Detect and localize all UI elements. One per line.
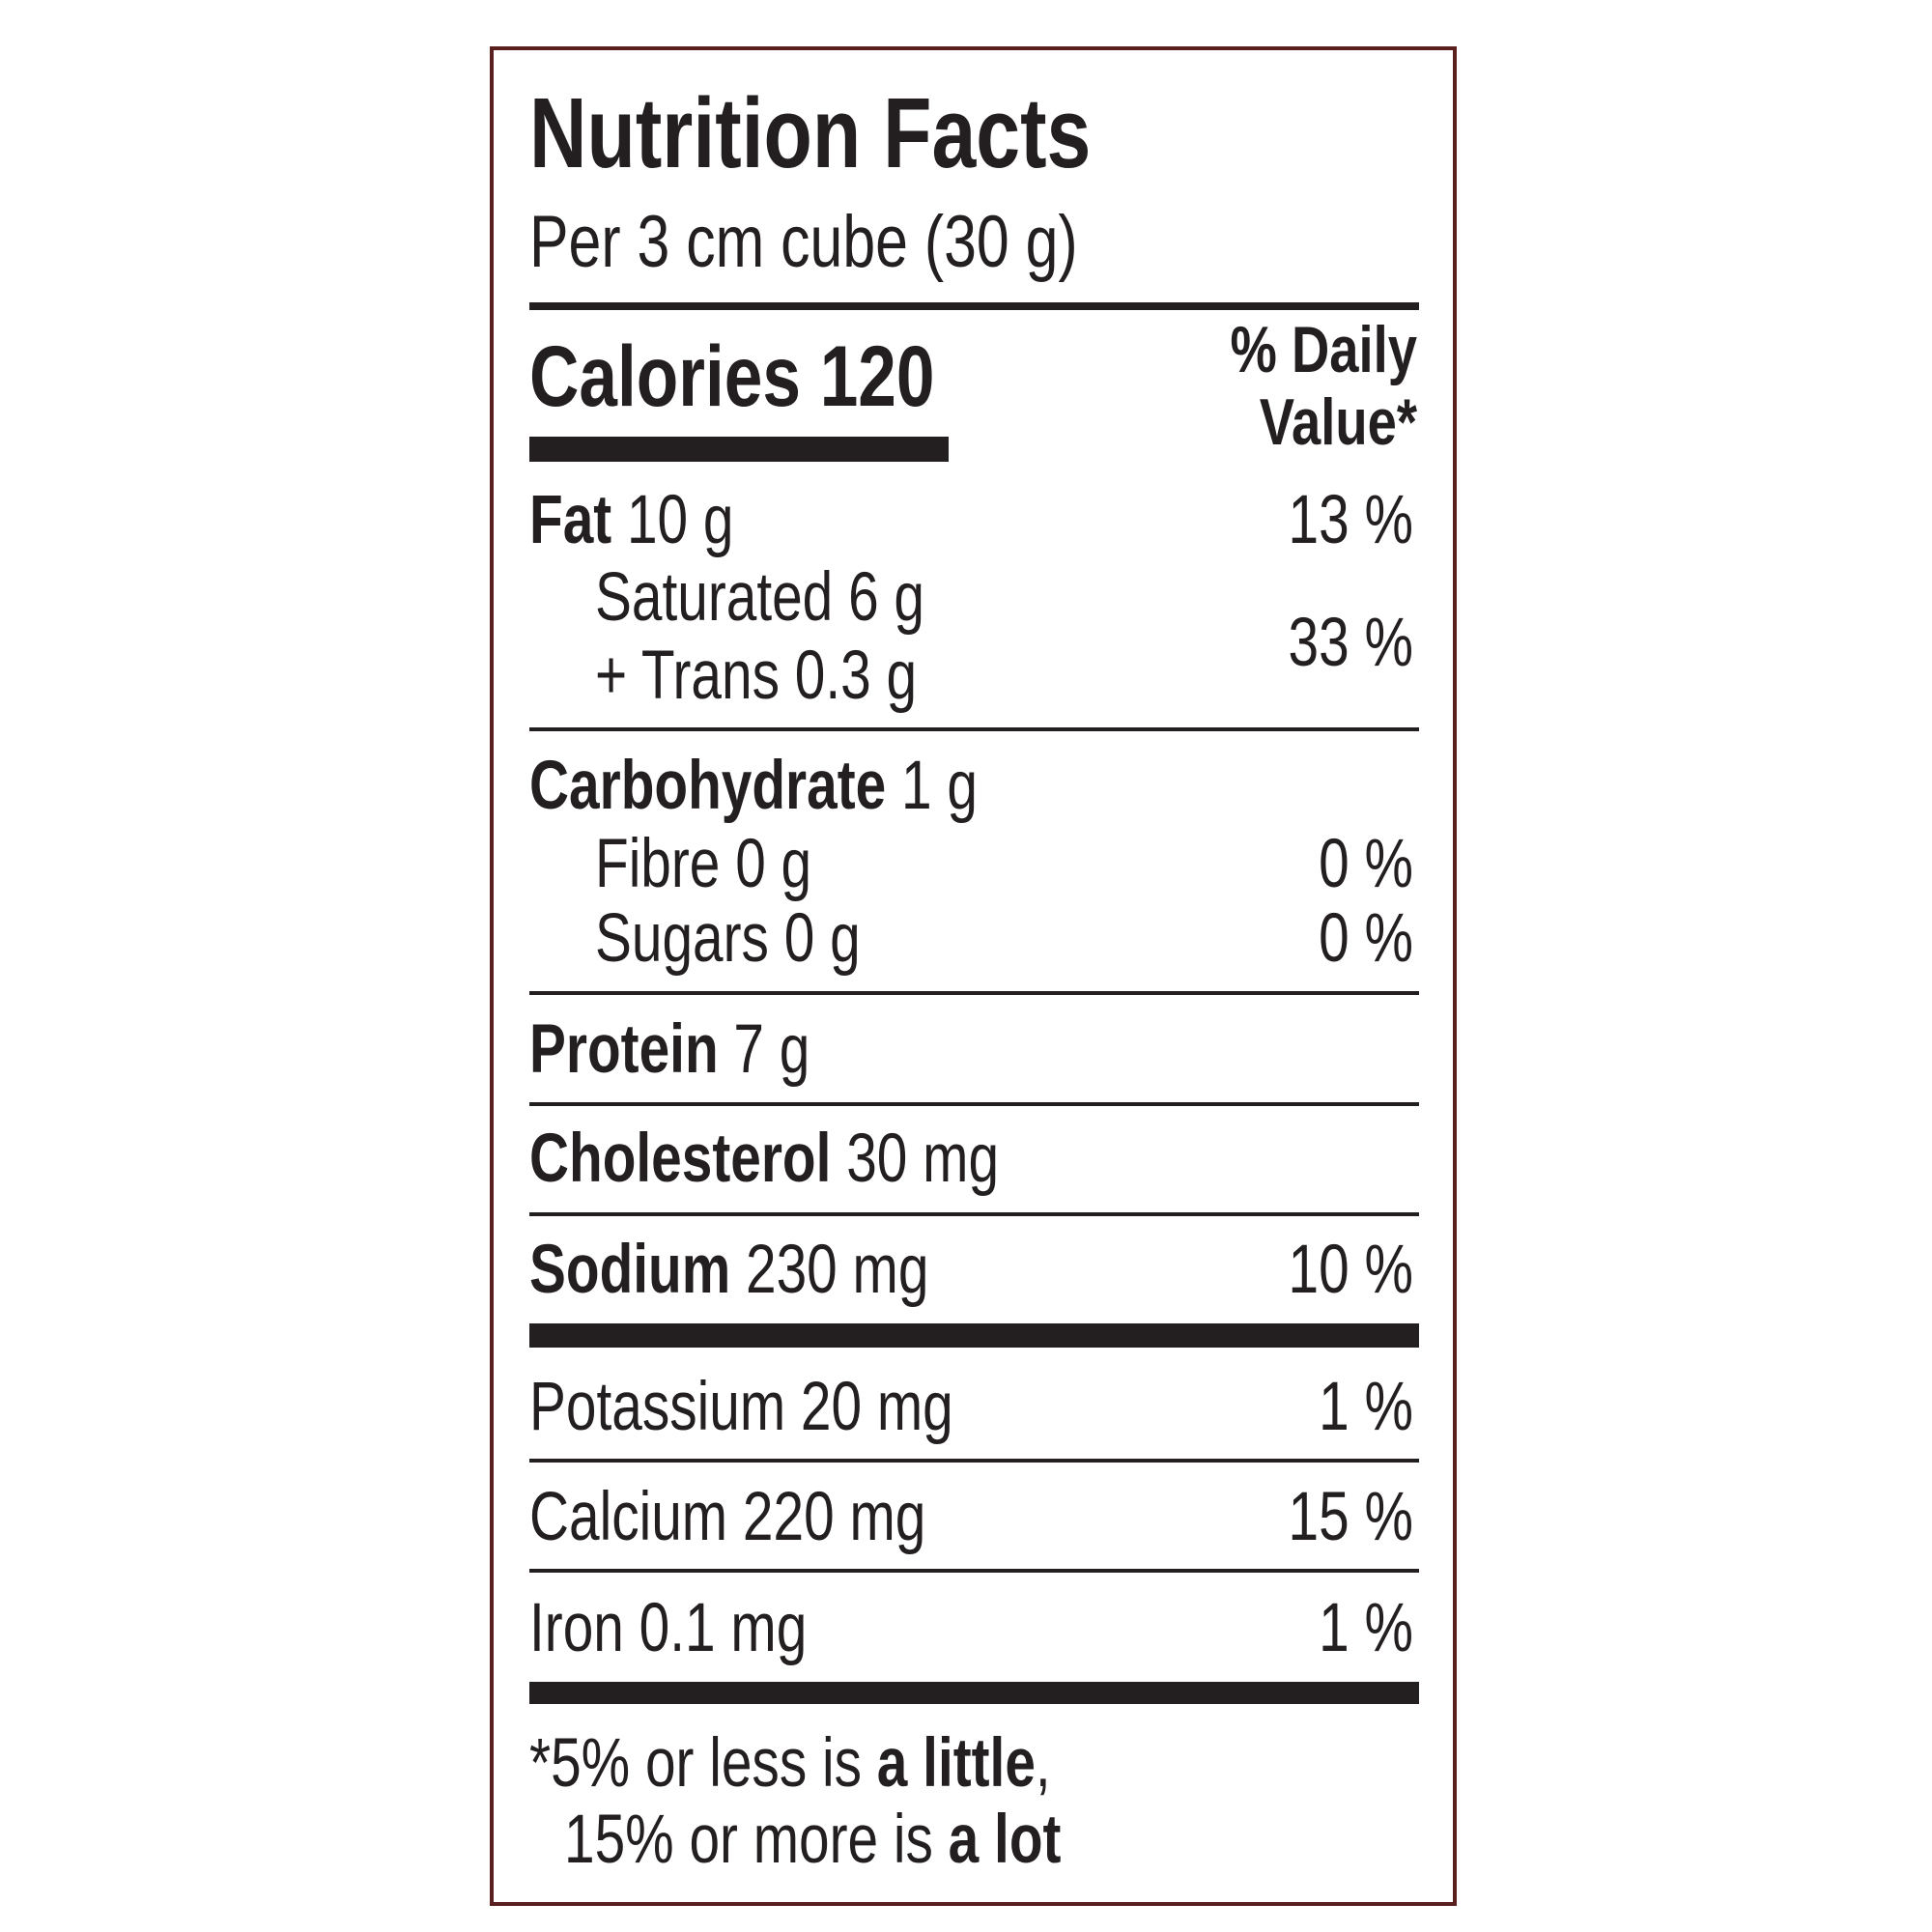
- daily-value: 13 %: [1289, 481, 1413, 558]
- footnote-bold: a little: [877, 1724, 1036, 1802]
- dv-header: % Daily: [1231, 313, 1417, 386]
- nutrient-row: Fat 10 g: [529, 481, 734, 558]
- serving-size: Per 3 cm cube (30 g): [529, 201, 1078, 283]
- nutrient-name: Fat: [529, 481, 611, 558]
- nutrient-name: Saturated: [595, 558, 833, 636]
- nutrient-name: Sugars: [595, 899, 769, 977]
- nutrient-rows: Fat 10 g 13 %Saturated 6 g+ Trans 0.3 gCa…: [529, 481, 1413, 1666]
- nutrient-amount: 0 g: [784, 899, 861, 977]
- calories-label: Calories: [529, 328, 801, 424]
- nutrient-name: Carbohydrate: [529, 747, 886, 824]
- footnote: *5% or less is a little,: [529, 1724, 1051, 1802]
- calories-bar: [529, 437, 949, 462]
- daily-value: 0 %: [1319, 825, 1413, 902]
- label-border: [490, 46, 1457, 1906]
- nutrient-name: Potassium: [529, 1368, 785, 1445]
- nutrient-row: Potassium 20 mg: [529, 1368, 953, 1445]
- daily-value: 15 %: [1289, 1478, 1413, 1555]
- nutrient-amount: 6 g: [848, 558, 924, 636]
- nutrient-amount: 0 g: [735, 825, 811, 902]
- nutrient-row: Sugars 0 g: [595, 899, 861, 977]
- nutrient-amount: 7 g: [733, 1010, 810, 1088]
- nutrient-name: Iron: [529, 1589, 624, 1666]
- daily-value: 33 %: [1289, 604, 1413, 681]
- nutrient-amount: 0.1 mg: [639, 1589, 808, 1666]
- nutrient-name: + Trans: [595, 637, 780, 714]
- footnote-bold: a lot: [949, 1801, 1062, 1878]
- nutrient-row: Iron 0.1 mg: [529, 1589, 807, 1666]
- calories: Calories 120: [529, 328, 935, 424]
- rule-thick: [529, 1323, 1419, 1348]
- footnote-text: *5% or less is: [529, 1724, 877, 1802]
- daily-value: 1 %: [1319, 1368, 1413, 1445]
- nutrient-amount: 20 mg: [801, 1368, 953, 1445]
- nutrient-row: Protein 7 g: [529, 1010, 810, 1088]
- nutrient-amount: 220 mg: [743, 1478, 925, 1555]
- footnote: 15% or more is a lot: [564, 1801, 1061, 1878]
- rule: [529, 991, 1419, 995]
- nutrient-name: Cholesterol: [529, 1120, 831, 1197]
- nutrient-row: Fibre 0 g: [595, 825, 811, 902]
- rule: [529, 1102, 1419, 1106]
- footnote-text: 15% or more is: [564, 1801, 949, 1878]
- nutrient-name: Sodium: [529, 1231, 730, 1308]
- calories-value: 120: [820, 328, 935, 424]
- nutrient-row: Cholesterol 30 mg: [529, 1120, 999, 1197]
- nutrient-name: Fibre: [595, 825, 720, 902]
- nutrient-amount: 230 mg: [746, 1231, 928, 1308]
- rule-thick: [529, 302, 1419, 310]
- dv-header: Value*: [1260, 385, 1417, 459]
- title: Nutrition Facts: [529, 77, 1091, 188]
- nutrient-name: Calcium: [529, 1478, 727, 1555]
- daily-value: 1 %: [1319, 1589, 1413, 1666]
- nutrient-name: Protein: [529, 1010, 719, 1088]
- nutrient-amount: 10 g: [627, 481, 734, 558]
- daily-value: 10 %: [1289, 1231, 1413, 1308]
- daily-value: 0 %: [1319, 899, 1413, 977]
- nutrient-row: + Trans 0.3 g: [595, 637, 917, 714]
- nutrient-row: Sodium 230 mg: [529, 1231, 928, 1308]
- footnote-text: ,: [1036, 1724, 1051, 1802]
- rule: [529, 1459, 1419, 1463]
- nutrient-row: Carbohydrate 1 g: [529, 747, 978, 824]
- rule: [529, 1569, 1419, 1573]
- nutrient-amount: 1 g: [901, 747, 978, 824]
- rule: [529, 1212, 1419, 1216]
- rule-thick: [529, 1682, 1419, 1704]
- nutrient-row: Saturated 6 g: [595, 558, 924, 636]
- nutrient-row: Calcium 220 mg: [529, 1478, 925, 1555]
- nutrient-amount: 0.3 g: [795, 637, 917, 714]
- rule: [529, 727, 1419, 731]
- nutrient-amount: 30 mg: [846, 1120, 999, 1197]
